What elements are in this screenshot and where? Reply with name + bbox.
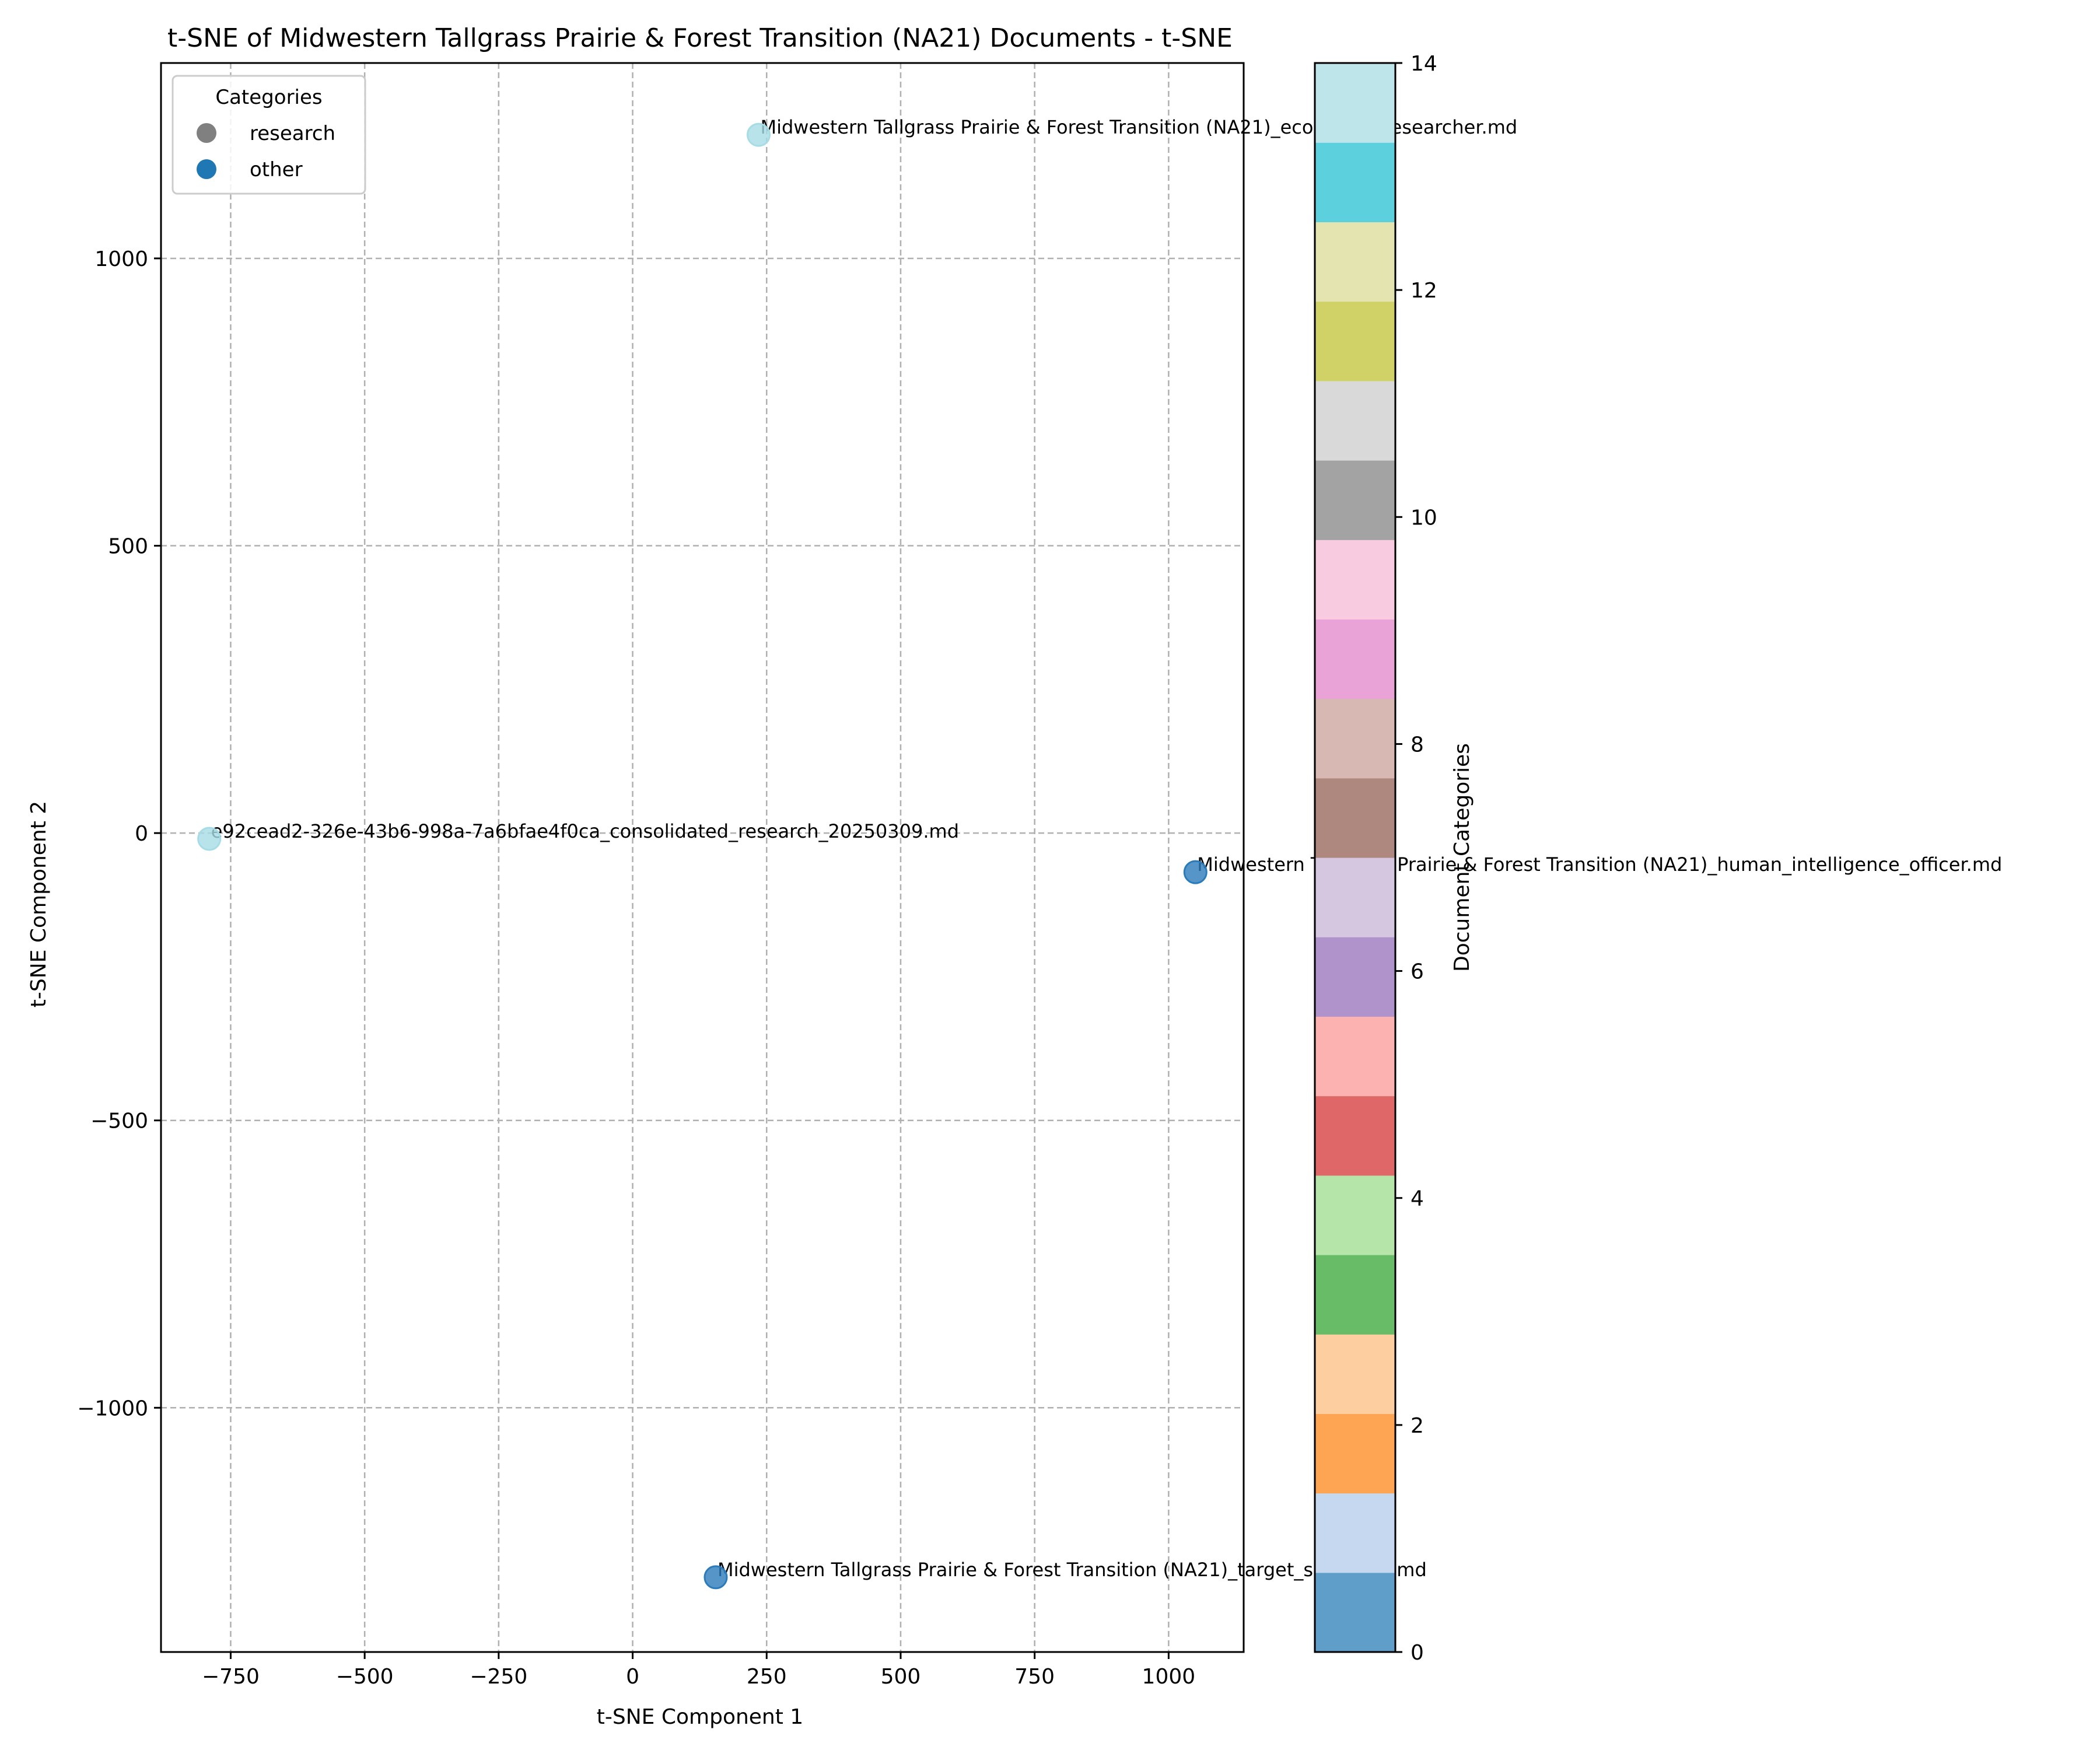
scatter-point [197, 827, 222, 851]
colorbar: 0 2 4 6 8 10 12 14 Document Categories [1314, 52, 1474, 1665]
colorbar-segment [1315, 1096, 1395, 1176]
colorbar-segment [1315, 1334, 1395, 1414]
colorbar-segment [1315, 380, 1395, 461]
y-tick-label: −500 [90, 1110, 148, 1133]
colorbar-segment [1315, 540, 1395, 620]
colorbar-segment [1315, 63, 1395, 143]
colorbar-segment [1315, 1255, 1395, 1335]
colorbar-segment [1315, 301, 1395, 382]
colorbar-segment [1315, 222, 1395, 302]
legend-label-research: research [250, 122, 335, 145]
legend-label-other: other [250, 158, 303, 181]
legend-marker-research [197, 123, 216, 143]
colorbar-segment [1315, 1572, 1395, 1653]
x-axis-ticks: −750 −500 −250 0 250 500 750 1000 [202, 1652, 1195, 1689]
x-tick-label: 500 [881, 1665, 921, 1689]
colorbar-tick-label: 14 [1410, 52, 1437, 76]
scatter-point [1183, 860, 1208, 884]
scatter-point [704, 1565, 728, 1590]
colorbar-frame [1314, 62, 1396, 1653]
colorbar-segment [1315, 142, 1395, 222]
point-labels: Midwestern Tallgrass Prairie & Forest Tr… [211, 116, 2003, 1581]
colorbar-segment [1315, 858, 1395, 937]
colorbar-tick-label: 10 [1410, 506, 1437, 530]
colorbar-segment [1315, 698, 1395, 779]
x-tick-label: −500 [336, 1665, 394, 1689]
colorbar-tick-label: 12 [1410, 279, 1437, 303]
colorbar-ticks: 0 2 4 6 8 10 12 14 [1395, 52, 1437, 1665]
x-tick-label: −750 [202, 1665, 260, 1689]
y-axis-ticks: −1000 −500 0 500 1000 [77, 247, 161, 1420]
colorbar-segment [1315, 937, 1395, 1017]
legend: Categories research other [172, 75, 366, 195]
x-axis-label: t-SNE Component 1 [597, 1705, 803, 1729]
colorbar-tick-label: 2 [1410, 1414, 1424, 1438]
colorbar-label: Document Categories [1450, 743, 1474, 972]
colorbar-tick-label: 6 [1410, 960, 1424, 984]
colorbar-segment [1315, 1493, 1395, 1573]
colorbar-segment [1315, 460, 1395, 540]
colorbar-segment [1315, 778, 1395, 858]
x-tick-label: 0 [626, 1665, 639, 1689]
point-label: Midwestern Tallgrass Prairie & Forest Tr… [760, 116, 1517, 138]
colorbar-segment [1315, 1175, 1395, 1255]
x-tick-label: −250 [470, 1665, 527, 1689]
y-tick-label: 0 [135, 822, 148, 846]
colorbar-segment [1315, 1413, 1395, 1494]
grid [161, 63, 1244, 1652]
chart-title: t-SNE of Midwestern Tallgrass Prairie & … [167, 23, 1233, 53]
y-axis-label: t-SNE Component 2 [27, 801, 51, 1007]
plot-frame [160, 62, 1245, 1653]
point-label: e92cead2-326e-43b6-998a-7a6bfae4f0ca_con… [211, 820, 959, 842]
colorbar-tick-label: 4 [1410, 1187, 1424, 1211]
x-tick-label: 250 [747, 1665, 787, 1689]
colorbar-segment [1315, 1016, 1395, 1097]
point-label: Midwestern Tallgrass Prairie & Forest Tr… [718, 1559, 1427, 1581]
colorbar-segment [1315, 619, 1395, 699]
scatter-point [746, 123, 771, 147]
y-tick-label: 1000 [94, 247, 148, 271]
legend-title: Categories [215, 86, 322, 109]
y-tick-label: 500 [108, 535, 148, 559]
x-tick-label: 1000 [1142, 1665, 1196, 1689]
legend-marker-other [197, 159, 216, 179]
scatter-points [197, 123, 1208, 1590]
legend-box [172, 75, 366, 195]
colorbar-segments [1315, 63, 1395, 1653]
colorbar-tick-label: 0 [1410, 1641, 1424, 1665]
x-tick-label: 750 [1014, 1665, 1055, 1689]
y-tick-label: −1000 [77, 1396, 148, 1420]
colorbar-tick-label: 8 [1410, 733, 1424, 757]
